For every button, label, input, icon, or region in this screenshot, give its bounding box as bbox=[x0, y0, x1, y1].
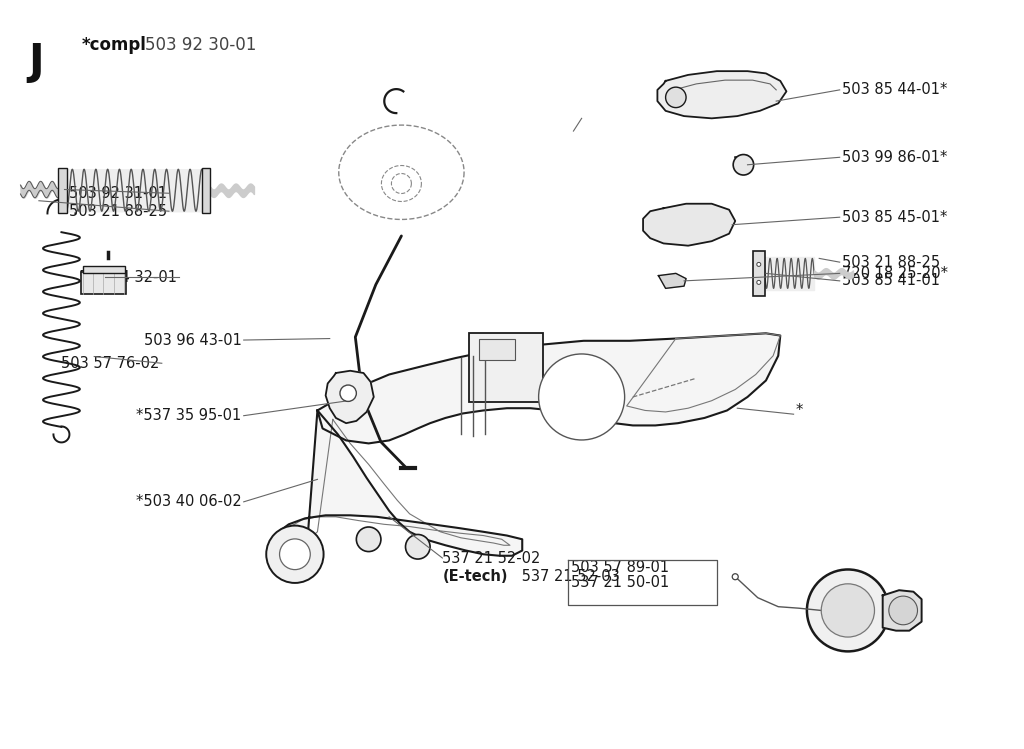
Text: J: J bbox=[29, 41, 44, 83]
Circle shape bbox=[732, 574, 738, 580]
Bar bbox=[469, 333, 543, 402]
Polygon shape bbox=[274, 410, 522, 556]
Text: (E-tech): (E-tech) bbox=[442, 569, 508, 584]
Bar bbox=[479, 339, 515, 360]
Bar bbox=[753, 251, 765, 296]
Text: 503 92 31-01: 503 92 31-01 bbox=[69, 186, 167, 201]
Text: 503 92 30-01: 503 92 30-01 bbox=[145, 36, 257, 54]
Text: 503 85 44-01*: 503 85 44-01* bbox=[842, 82, 947, 97]
Circle shape bbox=[280, 539, 310, 570]
Circle shape bbox=[340, 385, 356, 401]
Polygon shape bbox=[883, 590, 922, 631]
Polygon shape bbox=[317, 333, 780, 443]
Bar bbox=[81, 272, 126, 294]
Circle shape bbox=[266, 526, 324, 583]
Text: 503 99 86-01*: 503 99 86-01* bbox=[842, 150, 947, 165]
Text: 503 44 32-01: 503 44 32-01 bbox=[79, 270, 177, 285]
Circle shape bbox=[821, 583, 874, 637]
Circle shape bbox=[406, 535, 430, 559]
Polygon shape bbox=[643, 204, 735, 246]
Text: 537 21 50-01: 537 21 50-01 bbox=[571, 575, 670, 590]
Text: 537 21 52-02: 537 21 52-02 bbox=[442, 551, 541, 565]
Text: *537 35 95-01: *537 35 95-01 bbox=[136, 408, 242, 423]
Text: 503 21 88-25: 503 21 88-25 bbox=[69, 204, 167, 219]
Text: 537 21 52-03: 537 21 52-03 bbox=[517, 569, 620, 584]
Circle shape bbox=[807, 569, 889, 652]
Text: 503 96 43-01: 503 96 43-01 bbox=[143, 333, 242, 348]
Text: 503 21 88-25: 503 21 88-25 bbox=[842, 255, 940, 270]
Text: *compl: *compl bbox=[82, 36, 146, 54]
Text: 720 18 25-20*: 720 18 25-20* bbox=[842, 266, 948, 281]
Text: 503 85 41-01: 503 85 41-01 bbox=[842, 273, 940, 288]
Circle shape bbox=[733, 154, 754, 175]
Circle shape bbox=[757, 262, 761, 267]
Bar bbox=[58, 168, 67, 213]
Circle shape bbox=[889, 596, 918, 625]
Bar bbox=[202, 168, 210, 213]
Text: 503 57 76-02: 503 57 76-02 bbox=[61, 356, 160, 371]
Text: *503 40 06-02: *503 40 06-02 bbox=[136, 494, 242, 509]
Circle shape bbox=[539, 354, 625, 440]
Circle shape bbox=[356, 527, 381, 551]
Polygon shape bbox=[658, 273, 686, 288]
Circle shape bbox=[757, 280, 761, 285]
Bar bbox=[83, 266, 125, 273]
Text: 503 57 89-01: 503 57 89-01 bbox=[571, 560, 670, 575]
Text: 503 85 45-01*: 503 85 45-01* bbox=[842, 210, 947, 225]
Text: *: * bbox=[796, 403, 803, 418]
Polygon shape bbox=[657, 71, 786, 118]
Polygon shape bbox=[326, 371, 374, 423]
Circle shape bbox=[666, 87, 686, 108]
